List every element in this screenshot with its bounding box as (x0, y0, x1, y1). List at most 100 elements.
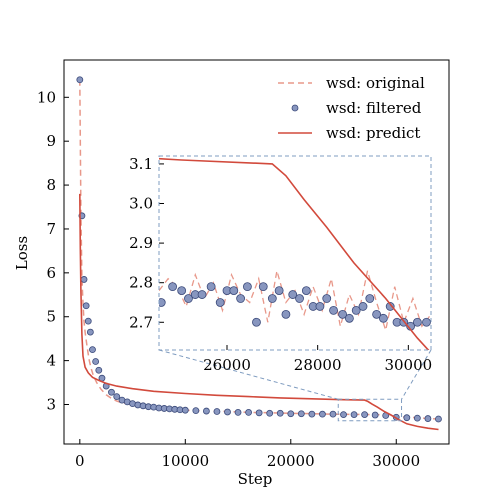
filtered-point (80, 276, 88, 283)
filtered-point (350, 411, 358, 418)
filtered-point (245, 409, 252, 416)
inset-filtered-point (372, 309, 382, 319)
inset-filtered-point (215, 298, 225, 307)
zoom-region-box (337, 398, 403, 422)
inset-plot-area: 26000 28000 30000 2.7 2.8 2.9 3.0 3.1 (129, 155, 432, 422)
inset-filtered-point (329, 306, 338, 315)
filtered-point (84, 317, 92, 325)
inset-frame (158, 155, 432, 351)
filtered-point (424, 415, 432, 422)
legend-swatch-marker (291, 104, 299, 112)
filtered-point (266, 409, 274, 417)
y-tick-label: 10 (37, 88, 56, 106)
inset-y-tick-label: 3.1 (129, 155, 153, 173)
y-axis-label: Loss (13, 236, 31, 270)
inset-filtered-point (252, 317, 261, 327)
filtered-point (181, 406, 189, 414)
inset-filtered-point (378, 313, 388, 323)
x-tick-label: 10000 (161, 452, 209, 470)
filtered-point (329, 410, 337, 418)
inset-filtered-point (344, 313, 354, 323)
inset-x-tick-label: 28000 (294, 356, 342, 374)
filtered-point (287, 410, 295, 418)
filtered-point (82, 302, 90, 310)
inset-filtered-point (301, 286, 311, 296)
filtered-point (403, 414, 411, 422)
filtered-point (113, 393, 121, 401)
y-tick-label: 8 (46, 176, 56, 194)
inset-filtered-point (365, 294, 375, 303)
legend-entry: wsd: original (278, 74, 425, 92)
filtered-point (413, 414, 421, 422)
inset-filtered-point (288, 290, 298, 299)
inset-y-tick-label: 2.8 (129, 274, 153, 292)
inset-filtered-point (422, 317, 431, 327)
inset-filtered-point (338, 309, 348, 319)
inset-filtered-point (315, 302, 325, 311)
inset-filtered-point (295, 294, 304, 303)
x-tick-label: 30000 (372, 452, 420, 470)
filtered-point (192, 407, 200, 415)
inset-original-line (159, 270, 431, 333)
inset-filtered-point (351, 306, 361, 315)
x-axis-label: Step (238, 470, 273, 488)
filtered-point (276, 409, 284, 417)
filtered-point (95, 366, 103, 374)
filtered-point (224, 408, 231, 416)
filtered-point (297, 410, 305, 418)
inset-y-tick-label: 3.0 (129, 195, 153, 213)
inset-filtered-point (242, 282, 252, 292)
filtered-point (255, 409, 263, 417)
inset-filtered-point (267, 294, 277, 303)
x-tick-label: 0 (75, 452, 85, 470)
inset-filtered-point (322, 294, 332, 303)
main-plot-area: 0 10000 20000 30000 3 4 5 6 7 8 9 10 (37, 59, 450, 470)
inset-filtered-point (159, 298, 166, 307)
filtered-point (319, 410, 326, 418)
y-tick-label: 3 (46, 396, 56, 414)
filtered-point (340, 411, 347, 418)
filtered-point (435, 415, 442, 423)
inset-filtered-point (412, 317, 422, 327)
y-tick-label: 7 (46, 220, 56, 238)
legend-label: wsd: filtered (326, 99, 422, 117)
filtered-point (213, 408, 221, 415)
inset-filtered-point (197, 290, 207, 299)
y-tick-label: 5 (46, 308, 56, 326)
legend-entry: wsd: predict (278, 124, 420, 142)
inset-series (159, 157, 431, 350)
zoom-connector (158, 349, 339, 400)
inset-filtered-point (358, 302, 368, 311)
inset-background (159, 156, 431, 350)
filtered-point (234, 409, 242, 416)
filtered-point (361, 411, 369, 418)
legend-entry: wsd: filtered (291, 99, 422, 117)
legend-label: wsd: predict (326, 124, 420, 142)
plot-frame (63, 59, 450, 445)
legend: wsd: original wsd: filtered wsd: predict (278, 74, 425, 142)
inset-y-tick-label: 2.7 (129, 313, 153, 331)
y-tick-label: 4 (46, 352, 56, 370)
y-tick-label: 9 (46, 132, 56, 150)
inset-filtered-point (184, 294, 193, 303)
zoom-connector (401, 349, 432, 400)
filtered-point (108, 388, 115, 396)
filtered-point (202, 407, 210, 415)
inset-filtered-point (258, 282, 268, 292)
filtered-point (371, 411, 379, 419)
filtered-point (76, 76, 84, 84)
filtered-point (308, 410, 316, 418)
inset-filtered-point (236, 294, 246, 303)
filtered-point (89, 346, 96, 354)
inset-predict-line (159, 157, 430, 350)
y-tick-label: 6 (46, 264, 56, 282)
inset-x-tick-label: 30000 (384, 356, 432, 374)
inset-filtered-point (229, 286, 239, 296)
inset-x-tick-label: 26000 (203, 356, 251, 374)
inset-filtered-point (281, 309, 291, 319)
inset-filtered-point (177, 286, 187, 296)
filtered-point (86, 328, 94, 336)
inset-filtered-point (385, 302, 395, 311)
filtered-point (92, 358, 100, 365)
